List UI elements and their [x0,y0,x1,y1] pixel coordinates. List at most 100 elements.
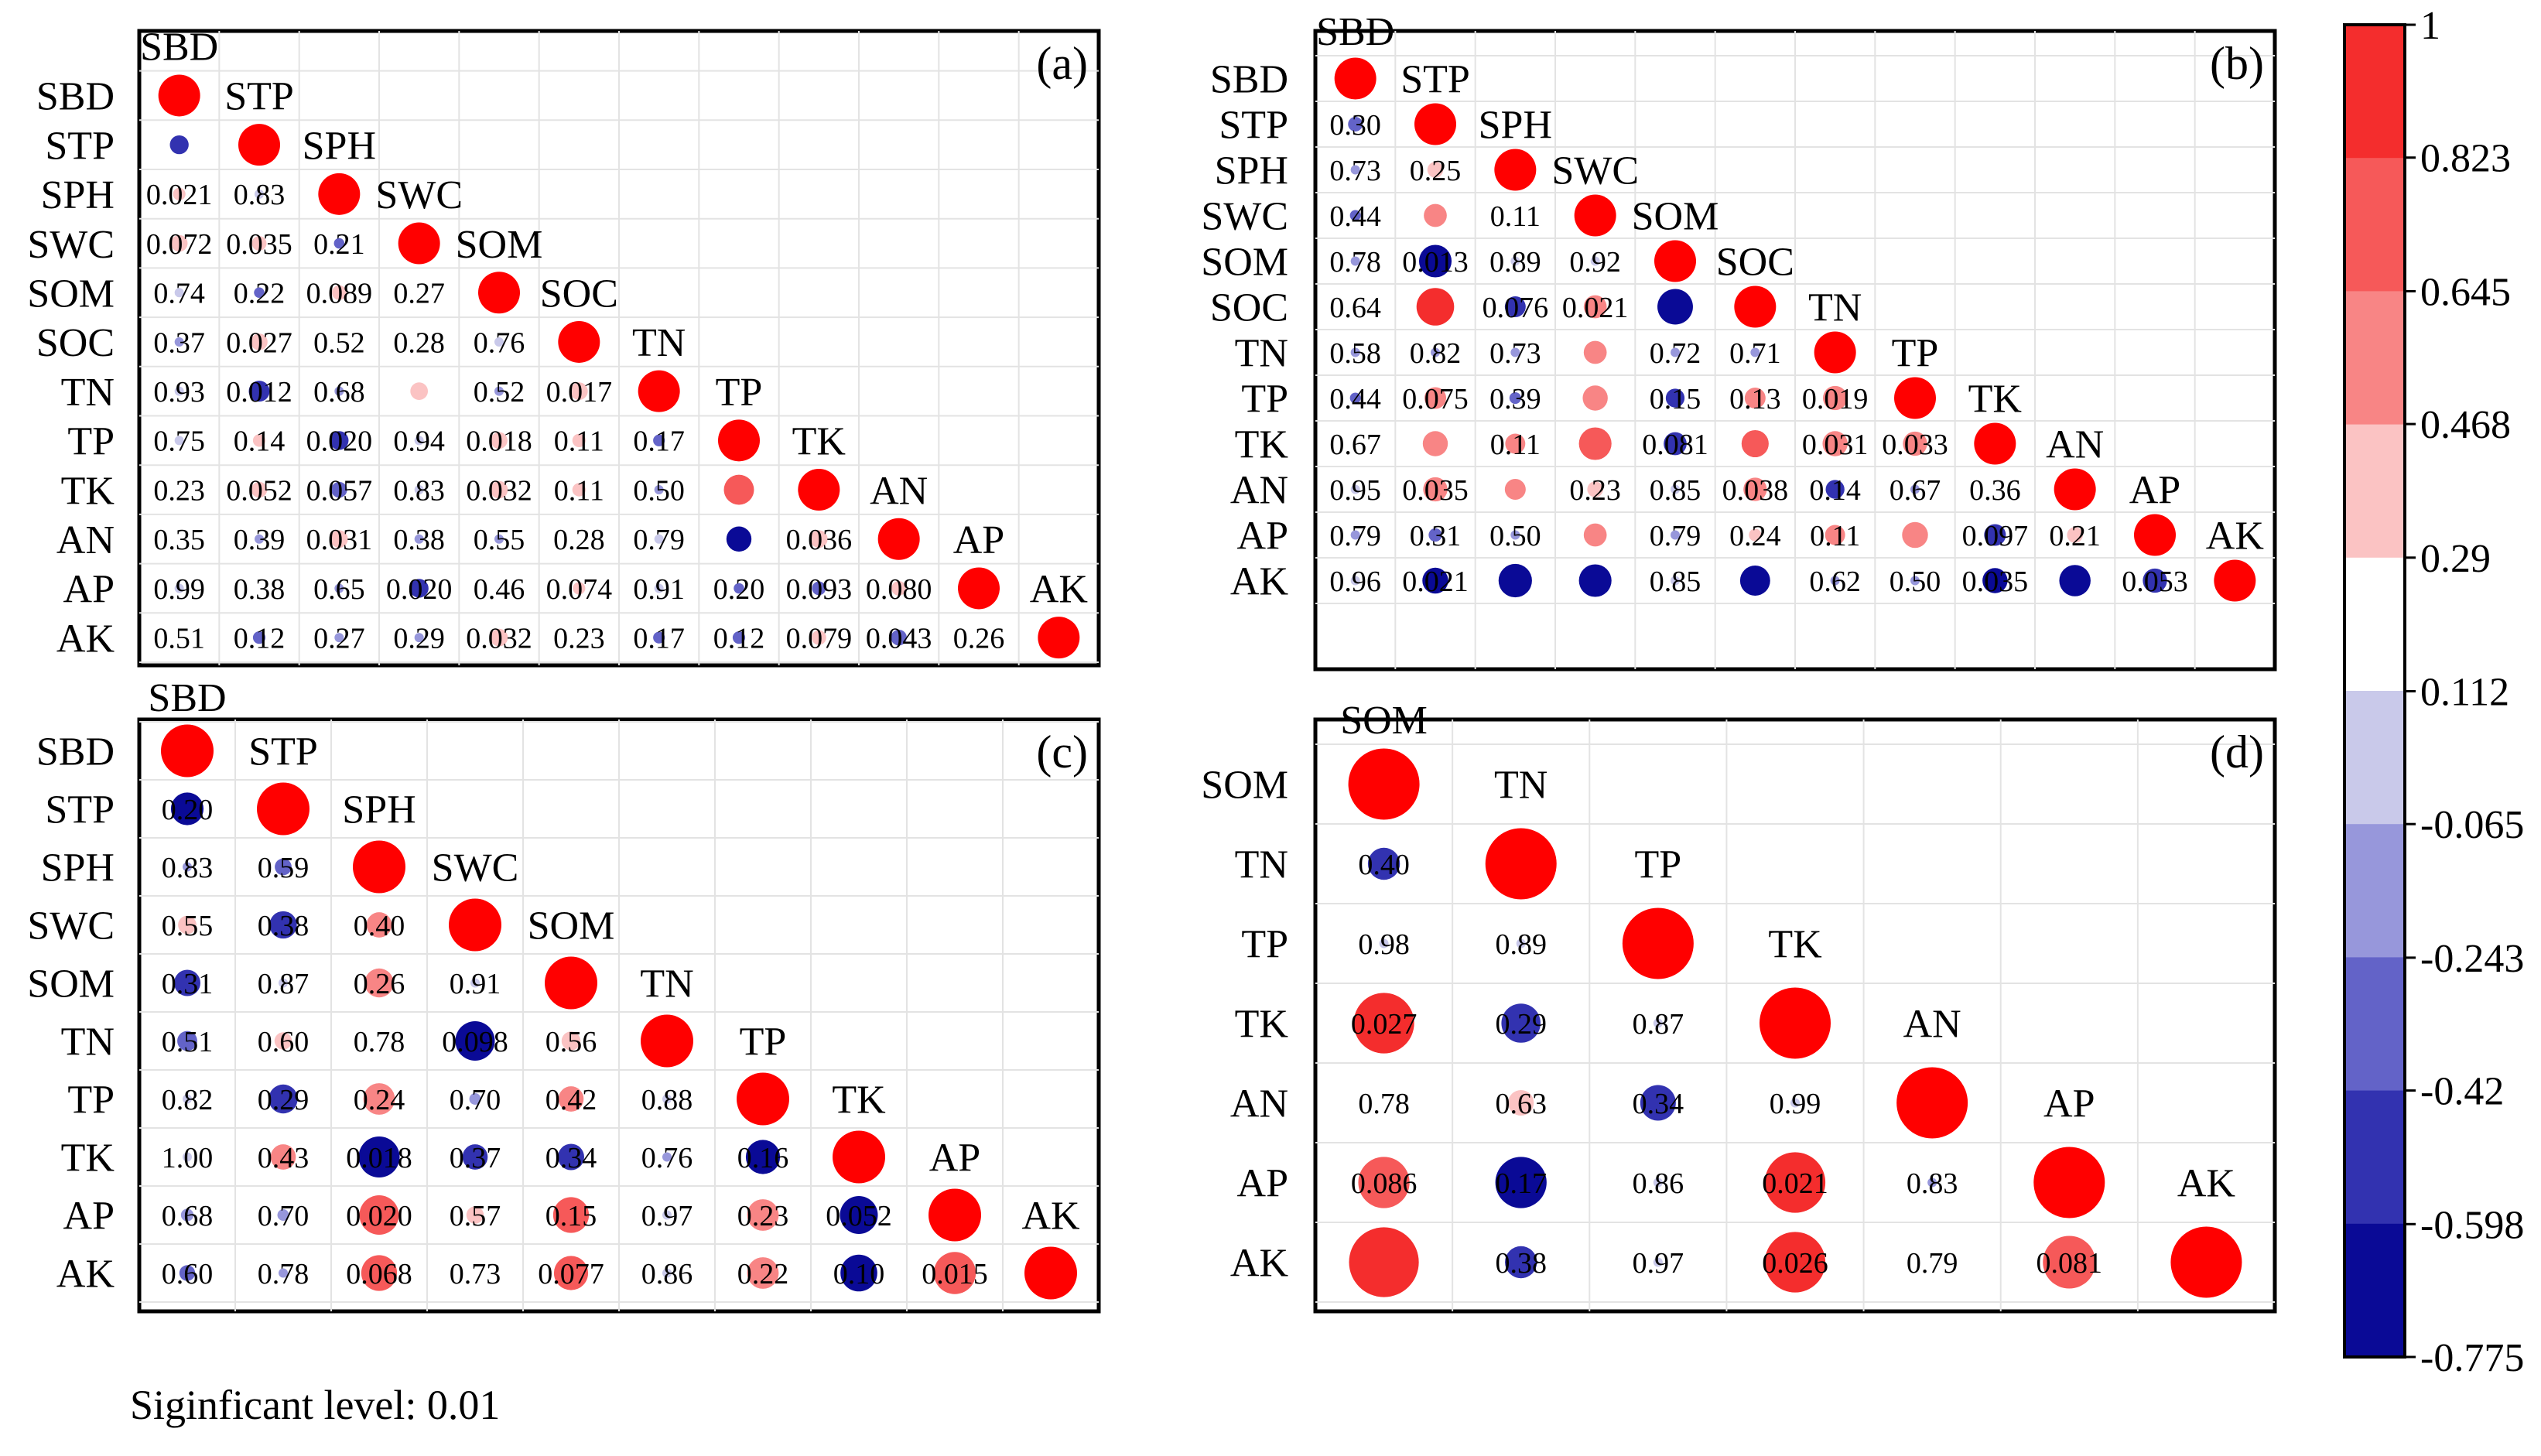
correlation-circle [1350,165,1360,175]
pvalue-label: 0.13 [1729,383,1781,415]
correlation-circle [248,381,270,402]
pvalue-label: 0.081 [1642,429,1708,461]
correlation-circle [174,534,184,544]
pvalue-label: 0.87 [1633,1008,1684,1041]
pvalue-label: 0.27 [393,278,445,310]
pvalue-label: 0.79 [1329,520,1381,552]
pvalue-label: 0.60 [258,1026,310,1058]
correlation-circle [1657,289,1693,325]
pvalue-label: 0.91 [633,573,685,606]
correlation-circle [1825,525,1845,545]
pvalue-label: 0.035 [1402,474,1469,507]
pvalue-label: 0.14 [1809,474,1861,507]
pvalue-label: 0.021 [1762,1167,1828,1200]
pvalue-label: 0.027 [1351,1008,1418,1041]
diagonal-variable-label: SOC [540,272,618,316]
colorbar-tick-label: 1 [2420,4,2440,48]
colorbar-bin [2344,424,2405,559]
pvalue-label: 0.52 [313,326,365,359]
diagonal-circle [833,1130,885,1184]
correlation-circle [1350,347,1360,357]
pvalue-label: 0.40 [354,910,405,942]
correlation-circle [255,189,264,199]
correlation-circle [269,911,297,939]
correlation-circle [745,1140,781,1174]
pvalue-label: 0.99 [1770,1088,1821,1120]
pvalue-label: 0.21 [313,228,365,261]
pvalue-label: 0.83 [234,179,286,211]
pvalue-label: 0.52 [474,376,525,408]
pvalue-label: 0.032 [466,474,532,507]
correlation-circle [414,288,424,298]
pvalue-label: 0.50 [633,474,685,507]
pvalue-label: 0.11 [1490,429,1541,461]
pvalue-label: 0.033 [1882,429,1948,461]
correlation-circle [1830,576,1840,586]
correlation-circle [1349,392,1361,404]
panel-label: (a) [1036,38,1088,89]
pvalue-label: 0.50 [1890,566,1941,598]
row-label: SPH [1215,149,1288,193]
diagonal-variable-label: SWC [375,173,463,217]
correlation-circle [334,633,344,643]
colorbar-tick-label: 0.112 [2420,670,2509,714]
correlation-circle [491,432,508,449]
correlation-circle [1422,431,1448,456]
diagonal-variable-label: TK [1768,923,1822,967]
pvalue-label: 0.51 [153,622,205,655]
diagonal-circle [478,272,520,314]
pvalue-label: 0.39 [1489,383,1541,415]
diagonal-variable-label: TN [640,962,693,1007]
correlation-circle [653,434,665,446]
row-label: TK [1235,423,1289,467]
correlation-circle [1378,1097,1390,1109]
pvalue-label: 0.052 [226,474,292,507]
diagonal-variable-label: TP [740,1020,787,1065]
pvalue-label: 0.97 [1633,1247,1684,1280]
diagonal-circle [877,518,920,560]
row-label: TK [1235,1003,1289,1047]
correlation-circle [552,1197,590,1233]
colorbar-tick-label: -0.42 [2420,1070,2504,1114]
pvalue-label: 0.29 [1495,1008,1547,1041]
correlation-circle [1504,296,1526,317]
correlation-circle [1422,567,1448,594]
row-label: SOM [27,272,115,316]
correlation-circle [1790,1098,1800,1108]
correlation-circle [1578,564,1612,597]
pvalue-label: 0.23 [553,622,605,655]
correlation-circle [653,631,665,644]
correlation-circle [1910,484,1920,494]
colorbar-tick-label: 0.468 [2420,403,2511,447]
pvalue-label: 0.079 [786,622,853,655]
correlation-circle [174,583,184,593]
pvalue-label: 0.077 [538,1258,604,1290]
row-label: SPH [41,173,115,217]
pvalue-label: 0.97 [641,1200,693,1232]
pvalue-label: 0.074 [546,573,613,606]
correlation-circle [747,1199,779,1231]
pvalue-label: 0.28 [553,524,605,556]
correlation-circle [180,1208,194,1222]
pvalue-label: 0.78 [1358,1088,1410,1120]
correlation-circle [414,436,424,446]
correlation-circle [1504,479,1526,500]
correlation-circle [561,1031,581,1051]
correlation-circle [1418,244,1452,278]
pvalue-label: 0.79 [1907,1247,1958,1280]
correlation-circle [469,1093,481,1105]
diagonal-variable-label: AK [2177,1162,2236,1206]
diagonal-variable-label: AP [2043,1082,2095,1126]
correlation-circle [840,1196,878,1234]
pvalue-label: 0.86 [1633,1167,1684,1200]
correlation-circle [1653,1018,1663,1028]
pvalue-label: 0.089 [306,278,373,310]
correlation-circle [1510,530,1520,540]
pvalue-label: 0.019 [1802,383,1869,415]
pvalue-label: 0.59 [258,852,310,884]
diagonal-circle [398,222,440,265]
diagonal-circle [2134,514,2176,556]
diagonal-variable-label: TN [632,321,686,365]
